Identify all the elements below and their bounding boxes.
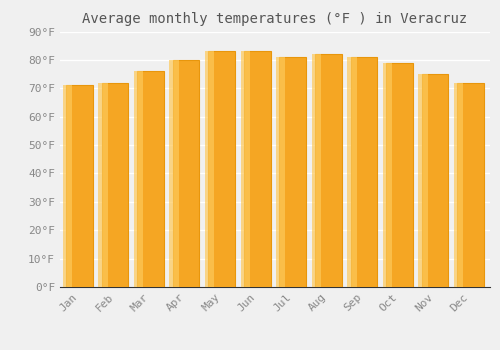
- Bar: [134, 71, 143, 287]
- Bar: [102, 83, 128, 287]
- Bar: [382, 63, 392, 287]
- Bar: [418, 74, 428, 287]
- Bar: [312, 54, 321, 287]
- Bar: [315, 54, 342, 287]
- Bar: [170, 60, 179, 287]
- Bar: [422, 74, 448, 287]
- Bar: [205, 51, 214, 287]
- Bar: [208, 51, 235, 287]
- Bar: [240, 51, 250, 287]
- Bar: [63, 85, 72, 287]
- Bar: [276, 57, 285, 287]
- Bar: [350, 57, 377, 287]
- Bar: [454, 83, 463, 287]
- Bar: [138, 71, 164, 287]
- Bar: [457, 83, 484, 287]
- Bar: [386, 63, 412, 287]
- Bar: [173, 60, 200, 287]
- Bar: [98, 83, 108, 287]
- Bar: [280, 57, 306, 287]
- Bar: [244, 51, 270, 287]
- Bar: [347, 57, 356, 287]
- Bar: [66, 85, 93, 287]
- Title: Average monthly temperatures (°F ) in Veracruz: Average monthly temperatures (°F ) in Ve…: [82, 12, 468, 26]
